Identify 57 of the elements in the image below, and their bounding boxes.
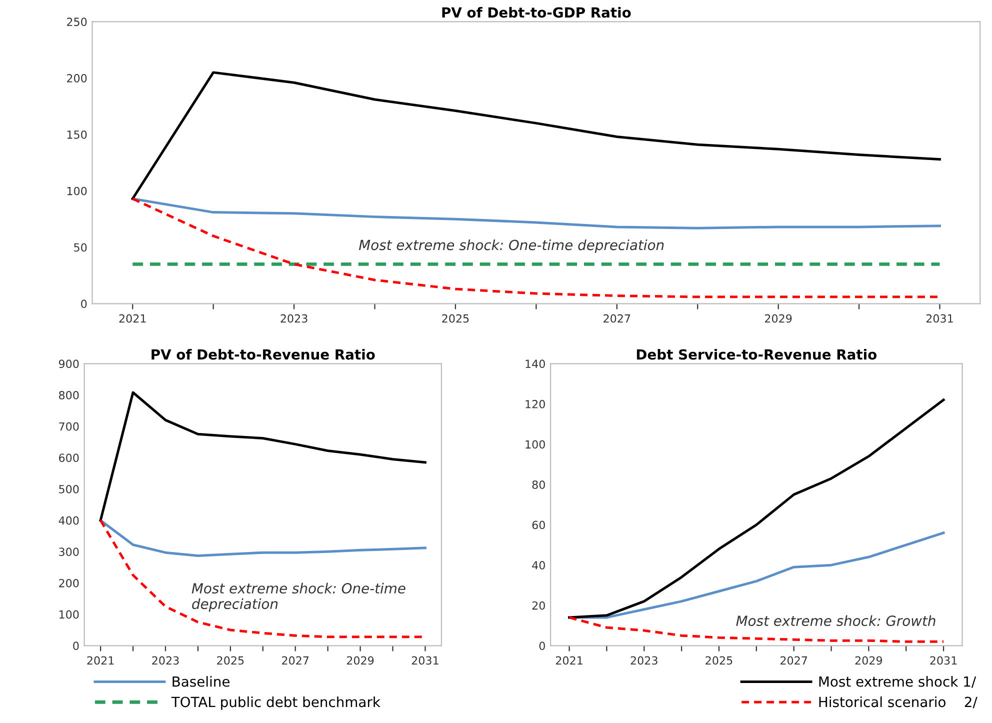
- legend-label: Baseline: [172, 676, 230, 687]
- line-series: [99, 519, 426, 557]
- y-tick-label: 100: [59, 610, 79, 619]
- line-series: [568, 616, 945, 643]
- chart-title: Debt Service-to-Revenue Ratio: [636, 348, 877, 360]
- annotation: Most extreme shock: Growth: [736, 615, 936, 626]
- y-tick-label: 20: [532, 601, 545, 610]
- annotation: Most extreme shock: One-time depreciation: [192, 582, 406, 612]
- y-tick-label: 120: [526, 400, 545, 408]
- y-tick-label: 400: [58, 516, 79, 525]
- y-tick-label: 0: [539, 642, 545, 650]
- x-tick-label: 2029: [764, 314, 792, 323]
- annotation: Most extreme shock: One-time depreciation: [358, 239, 664, 253]
- y-tick-label: 300: [59, 548, 79, 556]
- y-tick-label: 80: [532, 480, 545, 489]
- x-tick-label: 2023: [280, 314, 308, 323]
- y-tick-label: 100: [67, 186, 87, 196]
- x-tick-label: 2021: [119, 314, 146, 323]
- y-tick-label: 60: [532, 520, 545, 530]
- y-tick-label: 0: [81, 300, 87, 308]
- y-tick-label: 800: [59, 390, 79, 400]
- x-tick-label: 2027: [604, 314, 630, 323]
- line-series: [131, 71, 941, 200]
- y-tick-label: 600: [59, 454, 79, 462]
- y-tick-label: 100: [526, 440, 545, 449]
- chart-title: PV of Debt-to-GDP Ratio: [442, 6, 631, 18]
- x-tick-label: 2027: [282, 656, 309, 665]
- y-tick-label: 50: [74, 243, 87, 252]
- y-tick-label: 40: [532, 561, 545, 570]
- y-tick-label: 200: [59, 578, 79, 588]
- x-tick-label: 2031: [930, 656, 957, 665]
- y-tick-label: 150: [67, 130, 87, 139]
- x-tick-label: 2025: [706, 656, 732, 665]
- y-tick-label: 250: [67, 18, 87, 26]
- x-tick-label: 2025: [442, 314, 469, 323]
- x-tick-label: 2031: [412, 656, 438, 665]
- x-tick-label: 2021: [556, 656, 582, 665]
- chart-title: PV of Debt-to-Revenue Ratio: [152, 348, 375, 360]
- y-tick-label: 900: [58, 360, 79, 368]
- x-tick-label: 2029: [346, 656, 374, 665]
- y-tick-label: 0: [73, 642, 79, 650]
- legend-label: Most extreme shock 1/: [819, 676, 976, 688]
- y-tick-label: 700: [59, 422, 79, 431]
- legend-label: Historical scenario 2/: [819, 696, 978, 708]
- line-series: [131, 198, 941, 230]
- legend-label: TOTAL public debt benchmark: [171, 696, 380, 710]
- x-tick-label: 2029: [855, 656, 882, 665]
- x-tick-label: 2031: [926, 314, 953, 323]
- x-tick-label: 2025: [217, 656, 244, 665]
- x-tick-label: 2027: [780, 656, 808, 665]
- x-tick-label: 2021: [87, 656, 114, 665]
- y-tick-label: 140: [526, 360, 545, 368]
- y-tick-label: 500: [59, 484, 79, 494]
- y-tick-label: 200: [67, 74, 87, 82]
- x-tick-label: 2023: [152, 656, 179, 665]
- x-tick-label: 2023: [630, 656, 658, 665]
- line-series: [99, 391, 426, 522]
